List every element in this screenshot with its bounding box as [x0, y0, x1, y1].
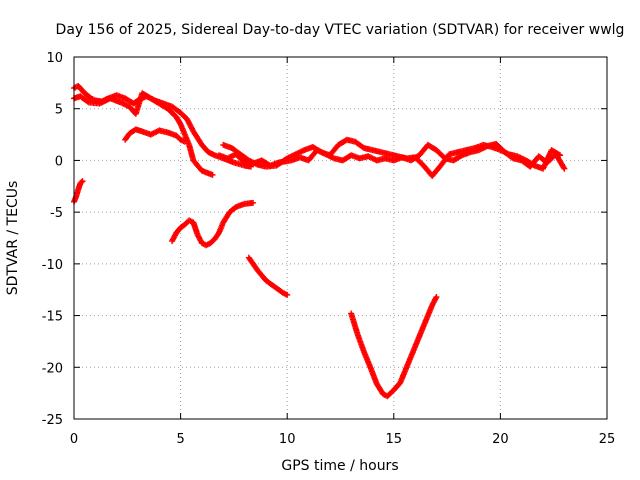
- grid-lines: [74, 57, 607, 419]
- data-point: [284, 291, 291, 298]
- plot-frame: [73, 56, 608, 420]
- x-tick-label: 20: [492, 432, 509, 447]
- y-tick-label: -20: [42, 361, 63, 376]
- x-tick-label: 15: [386, 432, 403, 447]
- x-tick-label: 0: [70, 432, 78, 447]
- x-tick-label: 10: [279, 432, 296, 447]
- data-point: [561, 165, 568, 172]
- y-tick-label: -15: [42, 310, 63, 325]
- y-tick-label: -5: [50, 206, 63, 221]
- y-tick-label: 10: [46, 51, 63, 66]
- data-point: [433, 293, 440, 300]
- axis-ticks: 0 5 10 15 20 25 10 5 0 -5 -10 -15 -20 -25: [42, 51, 616, 447]
- data-point: [209, 171, 216, 178]
- x-tick-label: 25: [599, 432, 616, 447]
- data-point: [247, 163, 254, 170]
- chart-title: Day 156 of 2025, Sidereal Day-to-day VTE…: [56, 22, 625, 38]
- y-tick-label: 5: [55, 103, 63, 118]
- x-axis-label: GPS time / hours: [281, 458, 398, 474]
- y-tick-label: -10: [42, 258, 63, 273]
- data-point: [84, 98, 91, 105]
- data-point: [79, 178, 86, 185]
- data-point: [78, 179, 85, 186]
- data-points: [71, 82, 568, 400]
- data-point: [250, 199, 257, 206]
- x-tick-label: 5: [176, 432, 184, 447]
- y-axis-label: SDTVAR / TECUs: [5, 181, 21, 296]
- y-tick-label: 0: [55, 154, 63, 169]
- data-point: [181, 138, 188, 145]
- y-tick-label: -25: [42, 413, 63, 428]
